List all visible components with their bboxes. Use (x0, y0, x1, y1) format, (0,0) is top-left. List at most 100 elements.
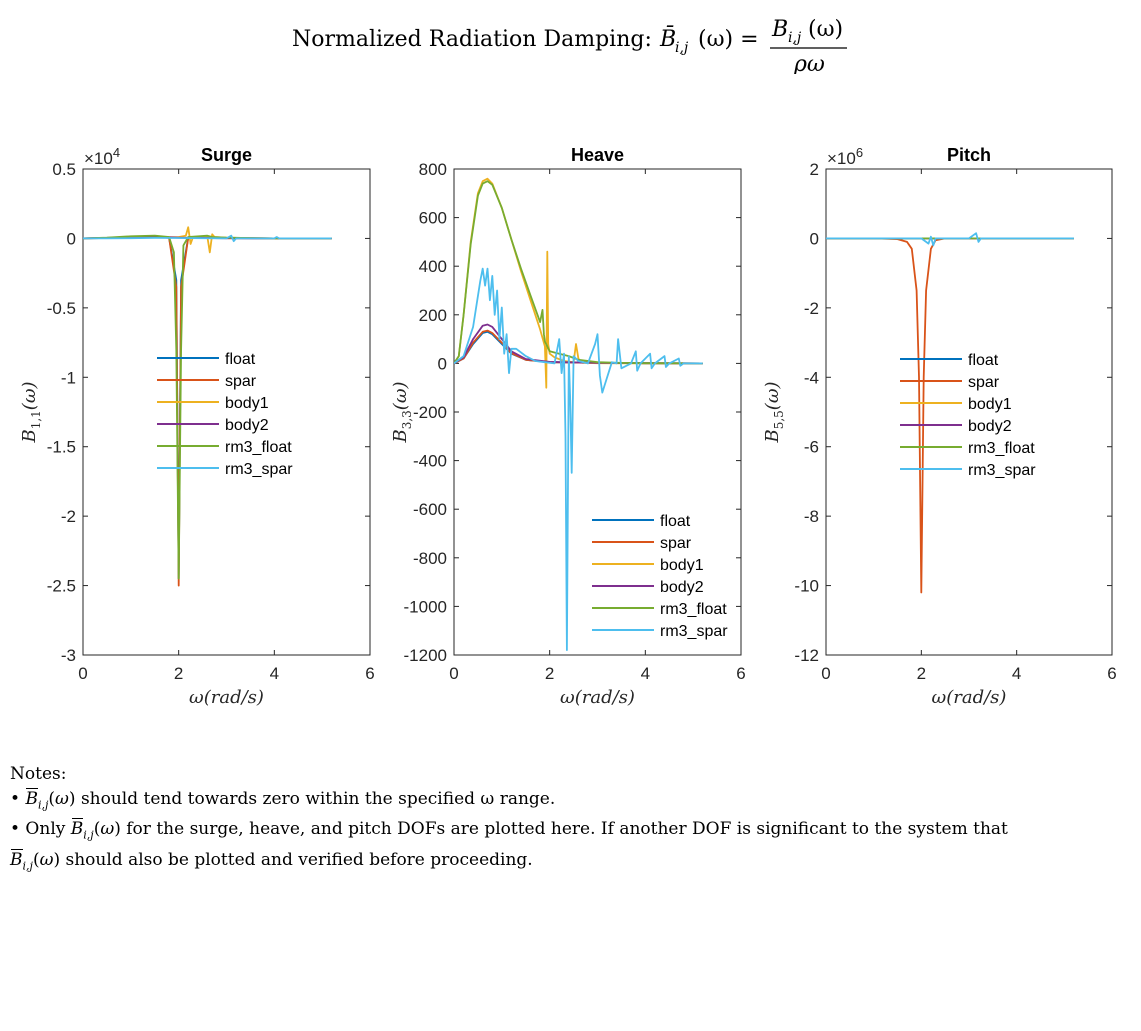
b-bar-symbol: B (25, 787, 38, 812)
series-line-rm3_spar (826, 232, 1074, 247)
y-axis-label: B3,3(ω) (390, 381, 414, 443)
x-tick-label: 6 (1107, 664, 1116, 683)
legend-label-float: float (660, 513, 691, 530)
x-axis-label: ω(rad/s) (560, 687, 635, 708)
x-tick-label: 6 (736, 664, 745, 683)
y-tick-label: -1000 (404, 597, 447, 616)
x-tick-label: 0 (449, 664, 458, 683)
series-group (83, 226, 332, 587)
title-numerator-argument: (ω) (808, 17, 843, 42)
legend-label-spar: spar (968, 374, 1000, 391)
legend-label-body1: body1 (225, 395, 269, 412)
legend-label-rm3_float: rm3_float (660, 601, 727, 618)
notes-bullet-2-text: for the surge, heave, and pitch DOFs are… (126, 819, 1008, 840)
chart-heave: 0 2 4 6 800 600 400 200 0 -200 -400 -600 -800 -1000 -1… (390, 145, 746, 708)
plot-area (82, 168, 371, 656)
y-tick-label: -0.5 (47, 299, 76, 318)
b-bar-symbol: B (10, 848, 23, 873)
y-tick-label: -12 (794, 646, 819, 665)
y-tick-label: -10 (794, 577, 819, 596)
figure-plots: 0 2 4 6 0.5 0 -0.5 -1 -1.5 -2 -2.5 -3 ×104 Surge ω(rad… (19, 145, 1117, 708)
y-tick-label: -1.5 (47, 438, 76, 457)
notes-bullet-2: • Only Bi,j(ω) for the surge, heave, and… (10, 817, 1008, 842)
legend-label-body2: body2 (225, 417, 269, 434)
y-tick-label: 600 (419, 209, 447, 228)
x-axis-label: ω(rad/s) (932, 687, 1007, 708)
legend-label-rm3_spar: rm3_spar (968, 462, 1036, 479)
x-tick-label: 2 (174, 664, 183, 683)
notes-bullet-3: Bi,j(ω) should also be plotted and verif… (10, 848, 533, 873)
series-group (826, 232, 1074, 594)
y-tick-label: -2 (61, 507, 76, 526)
legend-label-float: float (225, 351, 256, 368)
y-tick-label: -600 (413, 500, 447, 519)
title-fraction: B i,j (ω) ρω (770, 17, 847, 77)
legend-label-spar: spar (225, 373, 257, 390)
figure-title: Normalized Radiation Damping: B̄ i,j (ω)… (0, 8, 1141, 77)
legend-label-body1: body1 (660, 557, 704, 574)
y-tick-label: 0 (810, 229, 819, 248)
y-axis-label: B1,1(ω) (19, 381, 43, 443)
y-tick-label: 2 (810, 160, 819, 179)
notes-bullet-1-marker: • (10, 789, 21, 809)
legend-label-float: float (968, 352, 999, 369)
legend-label-rm3_float: rm3_float (968, 440, 1035, 457)
chart-title: Heave (571, 145, 624, 165)
legend: float spar body1 body2 rm3_float rm3_spar (900, 352, 1036, 479)
figure-title-svg: Normalized Radiation Damping: B̄ i,j (ω)… (292, 17, 847, 77)
legend-label-rm3_spar: rm3_spar (225, 461, 293, 478)
series-line-rm3_float (83, 234, 332, 580)
chart-pitch: 0 2 4 6 2 0 -2 -4 -6 -8 -10 -12 ×106 Pitch ω(rad/s) B5,… (762, 145, 1117, 708)
chart-title: Surge (201, 145, 252, 165)
notes-bullet-3-text: should also be plotted and verified befo… (65, 849, 533, 870)
y-tick-label: -2.5 (47, 577, 76, 596)
y-tick-label: 0 (67, 229, 76, 248)
x-tick-label: 0 (78, 664, 87, 683)
y-tick-label: -2 (804, 299, 819, 318)
title-denominator: ρω (793, 52, 825, 74)
legend: float spar body1 body2 rm3_float rm3_spar (157, 351, 293, 478)
series-line-rm3_spar (454, 267, 703, 651)
legend-label-rm3_spar: rm3_spar (660, 623, 728, 640)
y-tick-label: -1200 (404, 646, 447, 665)
y-tick-label: -400 (413, 452, 447, 471)
y-tick-label: -1 (61, 368, 76, 387)
chart-title: Pitch (947, 145, 991, 165)
title-prefix: Normalized Radiation Damping: (292, 27, 652, 52)
title-lhs-argument: (ω) = (698, 27, 759, 52)
b-bar-symbol: B (71, 817, 83, 842)
legend-label-spar: spar (660, 535, 692, 552)
exponent-label: ×106 (827, 145, 863, 168)
y-axis-label: B5,5(ω) (762, 381, 786, 443)
series-group (454, 177, 703, 651)
y-tick-label: 800 (419, 160, 447, 179)
series-line-rm3_spar (83, 234, 332, 243)
series-line-rm3_float (454, 180, 703, 365)
x-tick-label: 4 (1012, 664, 1021, 683)
y-tick-label: -6 (804, 438, 819, 457)
y-tick-label: -4 (804, 368, 819, 387)
title-lhs-subscript: i,j (675, 40, 689, 56)
notes-heading: Notes: (10, 764, 67, 784)
y-tick-label: 400 (419, 257, 447, 276)
notes-bullet-2-marker: • Only (10, 819, 66, 840)
x-tick-label: 2 (917, 664, 926, 683)
y-tick-label: -200 (413, 403, 447, 422)
legend-label-body2: body2 (660, 579, 704, 596)
legend: float spar body1 body2 rm3_float rm3_spar (592, 513, 728, 640)
notes: Notes: • Bi,j(ω) should tend towards zer… (10, 762, 1130, 878)
x-tick-label: 0 (821, 664, 830, 683)
title-numerator-subscript: i,j (788, 30, 802, 46)
x-axis-label: ω(rad/s) (189, 687, 264, 708)
title-numerator: B (771, 17, 788, 42)
exponent-label: ×104 (84, 145, 120, 168)
y-tick-label: 0.5 (52, 160, 76, 179)
x-tick-label: 2 (545, 664, 554, 683)
title-lhs: B̄ i,j (ω) = (659, 25, 759, 56)
y-tick-label: -8 (804, 507, 819, 526)
plot-area (453, 168, 742, 656)
x-tick-label: 6 (365, 664, 374, 683)
legend-label-body2: body2 (968, 418, 1012, 435)
y-tick-label: 200 (419, 306, 447, 325)
chart-surge: 0 2 4 6 0.5 0 -0.5 -1 -1.5 -2 -2.5 -3 ×104 Surge ω(rad… (19, 145, 375, 708)
